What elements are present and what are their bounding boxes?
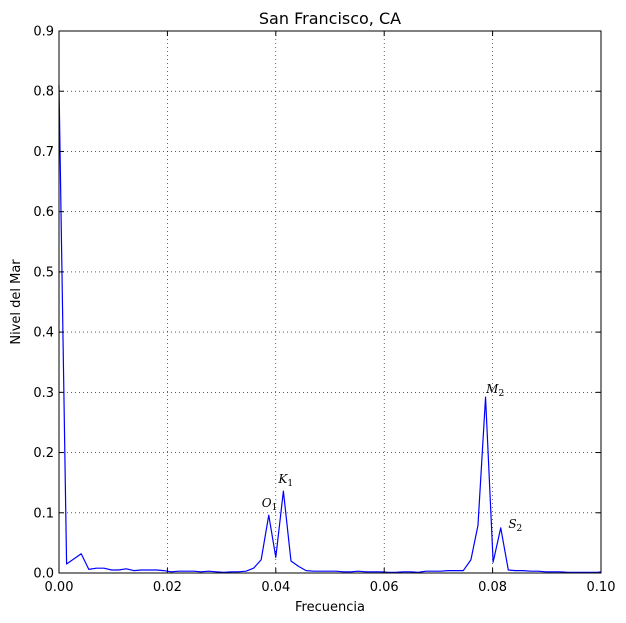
plot-frame (58, 30, 602, 574)
y-tick-label: 0.7 (33, 145, 54, 160)
x-tick-label: 0.06 (370, 580, 399, 595)
annotation-o1: O1 (262, 496, 278, 513)
annotation-s2: S2 (508, 517, 522, 534)
y-tick-label: 0.0 (33, 567, 54, 582)
annotation-k1: K1 (277, 472, 293, 489)
y-tick-label: 0.8 (33, 85, 54, 100)
x-tick-label: 0.04 (261, 580, 290, 595)
y-tick-label: 0.3 (33, 386, 54, 401)
y-tick-label: 0.6 (33, 205, 54, 220)
y-axis-label: Nivel del Mar (9, 259, 24, 345)
series-layer (58, 85, 602, 574)
y-tick-label: 0.5 (33, 265, 54, 280)
series-line-0 (58, 85, 602, 574)
x-tick-label: 0.10 (587, 580, 616, 595)
x-tick-label: 0.02 (153, 580, 182, 595)
annotation-m2: M2 (485, 382, 504, 399)
grid (58, 30, 602, 574)
x-tick-label: 0.08 (478, 580, 507, 595)
y-tick-label: 0.2 (33, 446, 54, 461)
y-tick-label: 0.9 (33, 25, 54, 40)
y-tick-label: 0.1 (33, 506, 54, 521)
x-tick-label: 0.00 (45, 580, 74, 595)
chart-title: San Francisco, CA (259, 9, 401, 28)
ticks: 0.00 0.02 0.04 0.06 0.08 0.10 0.0 0.1 0.2 0.3 0.4 0… (33, 25, 615, 596)
x-axis-label: Frecuencia (295, 600, 365, 615)
y-tick-label: 0.4 (33, 326, 54, 341)
annotations: O1 K1 M2 S2 (262, 382, 523, 534)
